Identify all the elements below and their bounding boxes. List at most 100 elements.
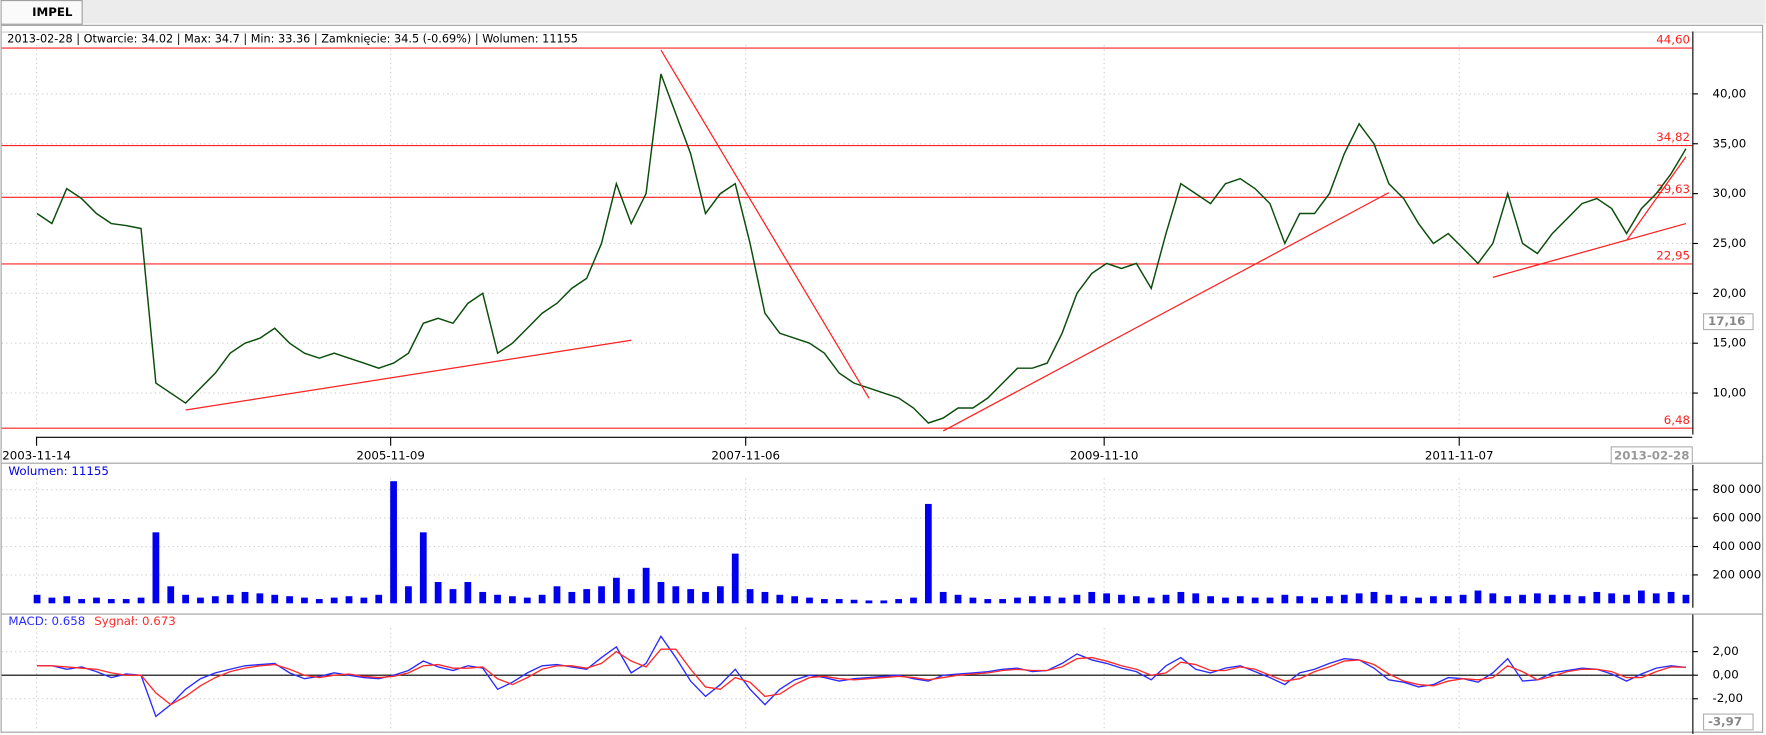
tab-label[interactable]: IMPEL: [32, 5, 73, 19]
volume-bar: [627, 589, 635, 604]
volume-bar: [167, 586, 175, 604]
volume-bar: [315, 599, 323, 604]
volume-bar: [286, 596, 293, 604]
volume-bar: [642, 567, 650, 604]
volume-bar: [1474, 590, 1482, 604]
volume-bar: [419, 532, 427, 604]
volume-bar: [1132, 596, 1140, 604]
y-tick-label: 15,00: [1713, 336, 1747, 350]
trend-line: [185, 339, 632, 411]
volume-bar: [360, 597, 368, 604]
volume-bar: [1207, 596, 1214, 604]
series-line: [37, 635, 1687, 718]
level-label: 22,95: [1656, 249, 1690, 263]
volume-bar: [553, 586, 561, 604]
x-tick-label: 2005-11-09: [356, 448, 425, 462]
volume-bar: [1103, 593, 1110, 604]
y-tick-label: 2,00: [1713, 644, 1739, 658]
trend-line: [942, 192, 1390, 432]
volume-bar: [1014, 597, 1021, 604]
volume-bar: [226, 594, 234, 604]
volume-bar: [1311, 597, 1318, 604]
volume-bar: [1355, 593, 1363, 604]
volume-bar: [1623, 594, 1630, 604]
volume-bar: [182, 594, 189, 604]
volume-bar: [895, 599, 903, 604]
volume-bar: [924, 503, 932, 604]
volume-bar: [271, 594, 279, 604]
volume-bar: [1608, 593, 1616, 604]
volume-bar: [1682, 594, 1690, 604]
y-tick-label: 40,00: [1713, 86, 1747, 100]
volume-bar: [1667, 591, 1675, 604]
tab[interactable]: [0, 0, 83, 25]
x-tick-label: 2007-11-06: [711, 448, 780, 462]
y-tick-label: 10,00: [1713, 386, 1747, 400]
y-tick-label: 20,00: [1713, 286, 1747, 300]
volume-bar: [1058, 597, 1066, 604]
volume-bar: [1400, 596, 1408, 604]
volume-bar: [345, 596, 353, 604]
volume-bar: [1028, 596, 1036, 604]
y-tick-label: 800 000: [1713, 482, 1762, 496]
volume-bar: [984, 599, 992, 604]
y-tick-label: 30,00: [1713, 186, 1747, 200]
panel-label: Wolumen: 11155: [8, 464, 108, 478]
volume-bar: [1177, 591, 1185, 604]
volume-bar: [375, 594, 383, 604]
volume-bar: [509, 596, 516, 604]
volume-bar: [464, 582, 472, 604]
volume-bar: [122, 599, 130, 604]
y-tick-label: 600 000: [1713, 511, 1762, 525]
volume-bar: [449, 589, 457, 604]
volume-bar: [256, 593, 264, 604]
volume-bar: [1652, 593, 1660, 604]
volume-bar: [1548, 594, 1556, 604]
volume-bar: [107, 599, 115, 604]
volume-bar: [1251, 597, 1259, 604]
volume-bar: [1281, 594, 1289, 604]
volume-bar: [939, 591, 947, 604]
volume-bar: [1222, 597, 1229, 604]
volume-bar: [538, 594, 546, 604]
volume-bar: [1415, 597, 1422, 604]
volume-bar: [1340, 594, 1348, 604]
cursor-box: [1610, 446, 1693, 465]
level-label: 44,60: [1656, 33, 1690, 47]
volume-bar: [999, 599, 1006, 604]
y-tick-label: 0,00: [1713, 668, 1739, 682]
volume-bar: [479, 591, 487, 604]
volume-bar: [241, 591, 249, 604]
y-tick-label: 200 000: [1713, 567, 1762, 581]
volume-bar: [657, 582, 665, 604]
volume-bar: [761, 591, 769, 604]
y-tick-label: 25,00: [1713, 236, 1747, 250]
x-tick-label: 2003-11-14: [2, 448, 71, 462]
volume-bar: [1459, 594, 1467, 604]
volume-bar: [954, 594, 962, 604]
x-tick-label: 2009-11-10: [1070, 448, 1139, 462]
volume-bar: [1266, 597, 1274, 604]
chart-frame: [0, 24, 1764, 733]
y-tick-label: -2,00: [1713, 691, 1744, 705]
volume-bar: [33, 594, 41, 604]
volume-bar: [910, 597, 917, 604]
volume-bar: [137, 597, 145, 604]
cursor-label: -3,97: [1708, 714, 1742, 728]
volume-bar: [48, 597, 56, 604]
trend-line: [1626, 156, 1687, 241]
cursor-box: [1702, 713, 1754, 731]
volume-bar: [672, 586, 680, 604]
volume-bar: [746, 589, 754, 604]
volume-bar: [613, 577, 620, 604]
level-label: 29,63: [1656, 182, 1690, 196]
volume-bar: [494, 594, 501, 604]
volume-bar: [835, 599, 843, 604]
y-tick-label: 400 000: [1713, 539, 1762, 553]
volume-bar: [806, 597, 813, 604]
volume-bar: [523, 597, 531, 604]
volume-bar: [865, 600, 873, 604]
series-line: [37, 648, 1687, 706]
volume-bar: [702, 591, 709, 604]
